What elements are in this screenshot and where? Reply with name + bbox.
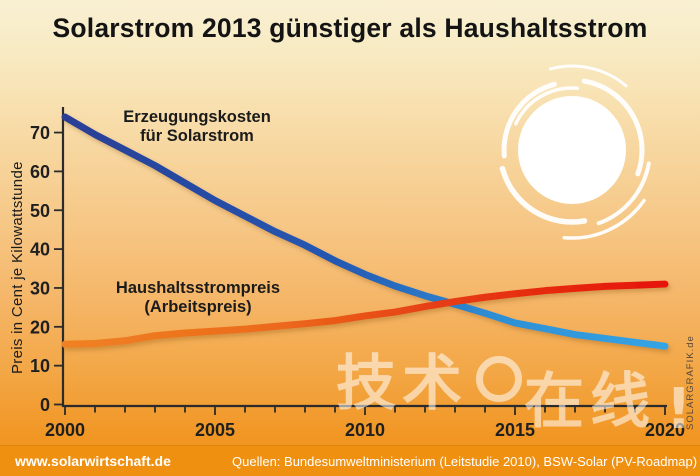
watermark-text-left: 技术 (336, 349, 468, 419)
footer-sources: Quellen: Bundesumweltministerium (Leitst… (232, 453, 698, 469)
chart-title: Solarstrom 2013 günstiger als Haushaltss… (52, 13, 648, 43)
solar-series-label-line1: Erzeugungskosten (123, 108, 271, 126)
y-tick-label: 40 (30, 240, 50, 260)
x-tick-label: 2010 (345, 420, 385, 440)
y-tick-label: 20 (30, 317, 50, 337)
watermark-exclamation: ! (666, 377, 698, 442)
footer-bar: www.solarwirtschaft.de Quellen: Bundesum… (0, 445, 700, 476)
solar-series-label: Erzeugungskosten für Solarstrom (118, 108, 276, 147)
household-series-label-line2: (Arbeitspreis) (144, 298, 252, 317)
solargrafik-credit: SOLARGRAFIK.de (685, 335, 696, 430)
x-tick-label: 2005 (195, 420, 235, 440)
solar-series-label-line2: für Solarstrom (140, 127, 254, 146)
x-tick-label: 2000 (45, 420, 85, 440)
household-series-label-line1: Haushaltsstrompreis (115, 279, 281, 297)
footer-website: www.solarwirtschaft.de (15, 453, 171, 469)
y-tick-label: 30 (30, 278, 50, 298)
y-tick-label: 10 (30, 356, 50, 376)
y-tick-label: 60 (30, 162, 50, 182)
y-tick-label: 0 (40, 395, 50, 415)
y-tick-label: 70 (30, 123, 50, 143)
y-tick-label: 50 (30, 201, 50, 221)
watermark-text-right: 在线 (524, 367, 656, 437)
magnifier-circle-icon (476, 356, 522, 402)
tech-on-watermark: 技术 在线 ! (336, 348, 698, 438)
household-series-label: Haushaltsstrompreis (Arbeitspreis) (110, 279, 286, 318)
y-axis-label: Preis in Cent je Kilowattstunde (9, 161, 26, 375)
